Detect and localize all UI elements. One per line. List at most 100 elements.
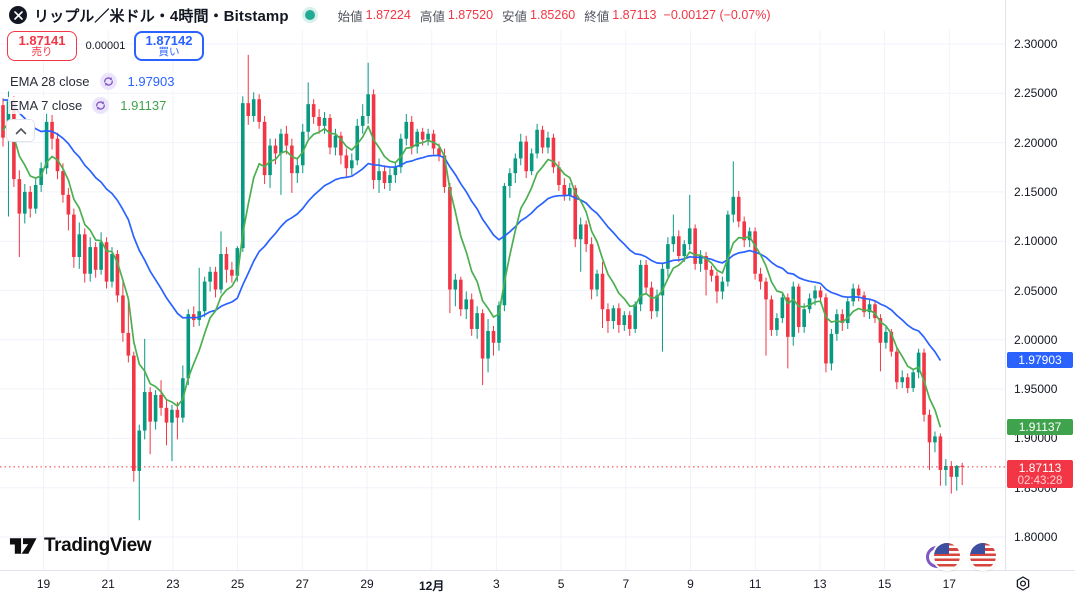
candle-body	[573, 187, 578, 240]
candle-body	[731, 196, 736, 215]
candle-body	[557, 167, 561, 185]
candle-body	[818, 290, 823, 298]
candle-body	[137, 430, 142, 471]
candle-body	[655, 295, 659, 312]
sync-button[interactable]	[99, 72, 117, 90]
candle-body	[600, 273, 605, 310]
candle-body	[720, 281, 725, 292]
sync-button[interactable]	[92, 96, 110, 114]
candle-body	[175, 409, 180, 418]
candle-body	[66, 194, 71, 215]
sell-button[interactable]: 1.87141 売り	[7, 31, 77, 61]
countdown-timer: 02:43:28	[1017, 474, 1063, 487]
candle-body	[464, 299, 469, 310]
candle-body	[638, 264, 643, 305]
candlestick-chart[interactable]	[0, 0, 1005, 570]
candle-body	[230, 269, 234, 276]
candle-body	[99, 242, 103, 270]
tradingview-logo[interactable]: TradingView	[9, 533, 152, 559]
high-value: 1.87520	[447, 8, 494, 22]
collapse-legend-button[interactable]	[6, 119, 35, 142]
candle-body	[39, 168, 43, 185]
market-status-dot[interactable]	[304, 10, 315, 20]
indicator-name: EMA 28 close	[8, 72, 92, 90]
close-button[interactable]	[9, 6, 27, 24]
time-tick: 9	[687, 577, 694, 591]
axis-settings-button[interactable]	[1013, 575, 1033, 595]
candle-body	[529, 153, 534, 172]
time-tick: 13	[813, 577, 827, 591]
ohlc-readout: 始値 1.87224 高値 1.87520 安値 1.85260 終値 1.87…	[329, 6, 771, 25]
candle-body	[360, 115, 365, 126]
us-flag-event-icon[interactable]	[970, 543, 996, 569]
candle-body	[611, 308, 616, 322]
candle-body	[339, 135, 343, 156]
buy-button[interactable]: 1.87142 買い	[134, 31, 204, 61]
candle-body	[23, 191, 27, 214]
candle-body	[50, 121, 54, 139]
candle-body	[764, 281, 768, 300]
candle-body	[77, 234, 82, 257]
spread-value: 0.00001	[85, 40, 126, 52]
candle-body	[431, 133, 436, 149]
time-tick: 17	[942, 577, 956, 591]
price-tick: 2.20000	[1014, 135, 1058, 150]
candle-body	[666, 244, 670, 269]
candle-body	[366, 94, 370, 116]
candle-body	[453, 279, 458, 290]
chart-header: リップル／米ドル・4時間・Bitstamp 始値 1.87224 高値 1.87…	[0, 0, 1005, 30]
candle-body	[262, 121, 267, 176]
candle-body	[518, 141, 523, 159]
candle-body	[437, 148, 441, 156]
candle-body	[584, 224, 588, 245]
buy-price: 1.87142	[145, 32, 193, 48]
time-tick: 7	[622, 577, 630, 591]
symbol-title[interactable]: リップル／米ドル・4時間・Bitstamp	[34, 7, 289, 25]
candle-body	[508, 173, 512, 186]
time-axis[interactable]: 19 21 23 25 27 29 12月 3 5 7 9 11 13 15 17	[0, 570, 1075, 597]
candle-body	[202, 281, 207, 312]
candle-body	[960, 465, 964, 467]
candle-body	[829, 333, 834, 364]
candle-body	[627, 315, 632, 329]
candle-body	[399, 138, 403, 168]
candle-body	[513, 158, 518, 174]
close-icon	[13, 10, 23, 20]
price-axis[interactable]: 2.30000 2.25000 2.20000 2.15000 2.10000 2.050…	[1005, 0, 1075, 570]
indicator-value: 1.97903	[125, 72, 177, 90]
candle-body	[93, 247, 98, 270]
candle-body	[644, 264, 648, 288]
candle-body	[562, 184, 567, 195]
candle-body	[295, 165, 300, 174]
candle-body	[72, 214, 76, 257]
candle-body	[884, 331, 888, 343]
ema-7-line	[2, 122, 942, 428]
candle-body	[311, 104, 316, 117]
candle-body	[126, 332, 131, 356]
candle-body	[889, 331, 894, 352]
candle-body	[153, 395, 158, 422]
candle-body	[606, 309, 610, 322]
candle-body	[568, 187, 572, 195]
candle-body	[186, 314, 191, 379]
change-value: −0.00127 (−0.07%)	[663, 8, 771, 22]
candle-body	[524, 141, 528, 172]
candle-body	[704, 255, 708, 270]
candle-body	[895, 351, 899, 383]
high-label: 高値	[419, 9, 445, 24]
candle-body	[742, 221, 746, 241]
us-flag-event-icon[interactable]	[934, 543, 960, 569]
candle-body	[61, 171, 65, 195]
open-label: 始値	[337, 9, 363, 24]
trade-widget: 1.87141 売り 0.00001 1.87142 買い	[7, 31, 204, 61]
candle-body	[290, 145, 294, 174]
time-tick: 21	[101, 577, 115, 591]
candle-body	[791, 286, 796, 337]
time-tick: 29	[360, 577, 374, 591]
candle-body	[911, 372, 915, 389]
candle-body	[208, 271, 212, 282]
candle-body	[448, 186, 452, 290]
candle-body	[944, 466, 948, 470]
candle-body	[682, 244, 687, 256]
